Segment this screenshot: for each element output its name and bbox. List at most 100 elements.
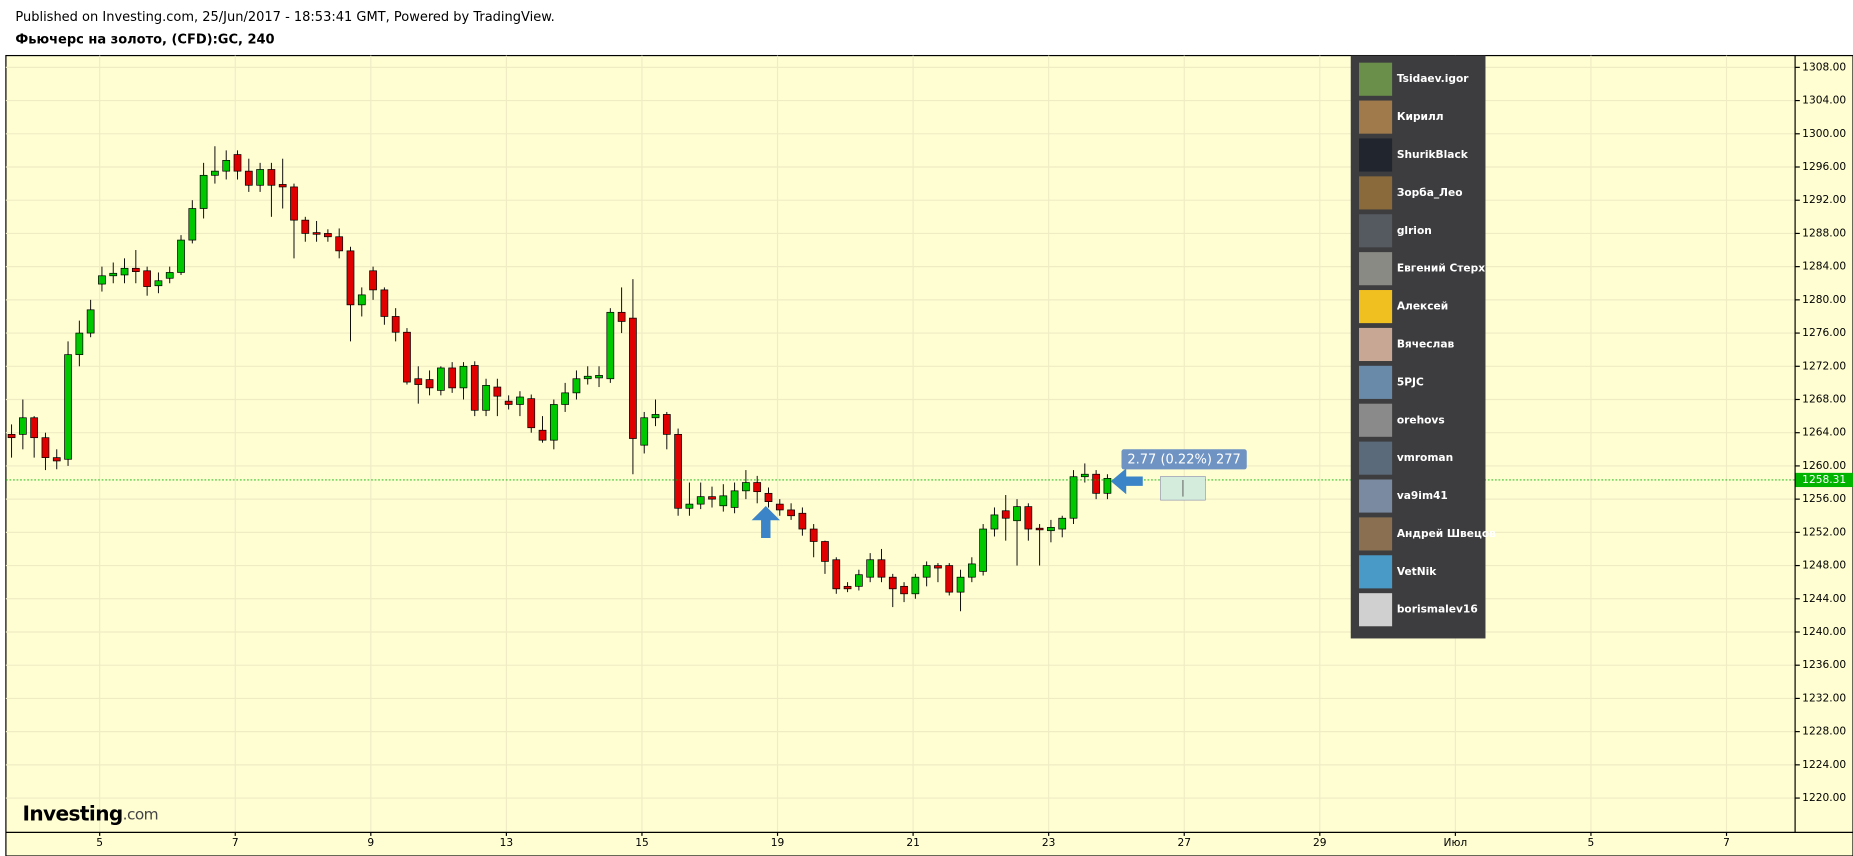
- candle-body: [583, 375, 592, 380]
- candle-body: [41, 437, 50, 458]
- candle-body: [86, 309, 95, 334]
- user-avatar: [1359, 593, 1393, 627]
- user-name[interactable]: 5PJC: [1397, 375, 1424, 388]
- user-avatar: [1359, 252, 1393, 286]
- candle-body: [312, 232, 321, 235]
- candle-body: [764, 492, 773, 502]
- candle-body: [1092, 473, 1100, 494]
- user-name[interactable]: VetNik: [1397, 565, 1437, 578]
- candle-body: [1047, 527, 1055, 532]
- candle-body: [662, 414, 671, 435]
- candle-body: [855, 574, 863, 587]
- candle-body: [922, 565, 931, 578]
- y-tick-label: 1232.00: [1802, 691, 1846, 704]
- y-tick-label: 1272.00: [1802, 359, 1846, 372]
- user-name[interactable]: va9im41: [1397, 489, 1448, 502]
- candle-body: [595, 375, 603, 379]
- x-tick-label: 19: [771, 836, 785, 849]
- y-tick-label: 1224.00: [1802, 758, 1846, 771]
- y-tick-label: 1264.00: [1802, 426, 1846, 439]
- candle-body: [1013, 506, 1021, 522]
- candle-body: [990, 514, 999, 530]
- x-tick-label: 5: [96, 836, 103, 849]
- candle-body: [346, 250, 355, 306]
- candle-body: [549, 404, 558, 441]
- candle-body: [527, 398, 536, 429]
- user-name[interactable]: Андрей Швецов: [1397, 527, 1496, 540]
- candle-body: [1035, 527, 1044, 531]
- candle-body: [437, 367, 445, 391]
- user-name[interactable]: borismalev16: [1397, 603, 1478, 616]
- candle-body: [832, 559, 841, 590]
- user-name[interactable]: ShurikBlack: [1397, 148, 1469, 161]
- user-avatar: [1359, 327, 1393, 362]
- y-tick-label: 1288.00: [1802, 226, 1846, 239]
- candle-body: [730, 490, 739, 508]
- y-tick-label: 1220.00: [1802, 791, 1846, 804]
- x-tick-label: 15: [635, 836, 649, 849]
- candle-body: [753, 482, 762, 493]
- y-tick-label: 1308.00: [1802, 60, 1846, 73]
- candle-body: [809, 528, 818, 542]
- candle-body: [493, 386, 502, 397]
- candle-body: [979, 528, 987, 572]
- x-tick-label: 29: [1313, 836, 1327, 849]
- candle-body: [640, 417, 649, 446]
- y-tick-label: 1268.00: [1802, 392, 1846, 405]
- candle-body: [459, 365, 468, 389]
- candle-body: [651, 414, 660, 419]
- y-tick-label: 1244.00: [1802, 592, 1846, 605]
- grid: 1220.00 1224.00 1228.00 1232.00 1236.00 1240.…: [5, 55, 1846, 849]
- candle-body: [131, 267, 140, 272]
- y-tick-label: 1236.00: [1802, 658, 1846, 671]
- y-tick-label: 1300.00: [1802, 127, 1846, 140]
- candle-body: [482, 385, 490, 411]
- y-tick-label: 1248.00: [1802, 559, 1846, 572]
- candle-body: [403, 331, 411, 383]
- user-avatar: [1359, 176, 1393, 210]
- candle-body: [7, 434, 16, 439]
- y-tick-label: 1296.00: [1802, 160, 1846, 173]
- candle-body: [75, 332, 84, 356]
- candle-body: [52, 457, 61, 462]
- user-name[interactable]: vmroman: [1397, 451, 1453, 464]
- candle-body: [685, 503, 694, 509]
- candle-body: [561, 392, 569, 405]
- user-avatar: [1359, 214, 1393, 248]
- candle-body: [1058, 517, 1067, 530]
- user-avatar: [1359, 62, 1393, 96]
- candle-body: [18, 417, 27, 435]
- user-avatar: [1359, 403, 1393, 437]
- y-tick-label: 1292.00: [1802, 193, 1846, 206]
- candle-body: [98, 275, 106, 285]
- logo-name: Investing: [22, 801, 122, 825]
- candle-body: [357, 294, 366, 306]
- x-tick-label: 21: [906, 836, 920, 849]
- candle-body: [516, 396, 524, 405]
- candle-body: [617, 311, 626, 322]
- user-name[interactable]: glrion: [1397, 224, 1432, 237]
- candle-body: [1103, 478, 1112, 494]
- candle-body: [380, 289, 389, 317]
- user-name[interactable]: Tsidaev.igor: [1397, 72, 1469, 85]
- candle-body: [956, 576, 965, 593]
- y-tick-label: 1240.00: [1802, 625, 1846, 638]
- user-name[interactable]: Алексей: [1397, 300, 1448, 313]
- candle-body: [470, 365, 479, 411]
- candle-body: [629, 317, 637, 439]
- last-price-label: 1258.31: [1802, 473, 1846, 486]
- candle-body: [775, 503, 784, 511]
- user-avatar: [1359, 555, 1393, 589]
- user-name[interactable]: Евгений Стерх: [1397, 262, 1485, 275]
- user-name[interactable]: Кирилл: [1397, 110, 1444, 123]
- candle-body: [324, 233, 332, 238]
- y-tick-label: 1260.00: [1802, 459, 1846, 472]
- user-name[interactable]: Вячеслав: [1397, 337, 1455, 350]
- candle-body: [708, 496, 716, 500]
- candle-body: [154, 280, 163, 287]
- candle-body: [414, 378, 423, 385]
- user-name[interactable]: Зорба_Лео: [1397, 186, 1463, 199]
- candle-body: [606, 311, 615, 380]
- user-name[interactable]: orehovs: [1397, 413, 1445, 426]
- candle-body: [425, 379, 434, 389]
